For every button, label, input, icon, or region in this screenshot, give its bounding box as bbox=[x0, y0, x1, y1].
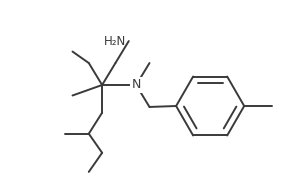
Text: N: N bbox=[131, 79, 141, 91]
Text: H₂N: H₂N bbox=[104, 35, 126, 48]
